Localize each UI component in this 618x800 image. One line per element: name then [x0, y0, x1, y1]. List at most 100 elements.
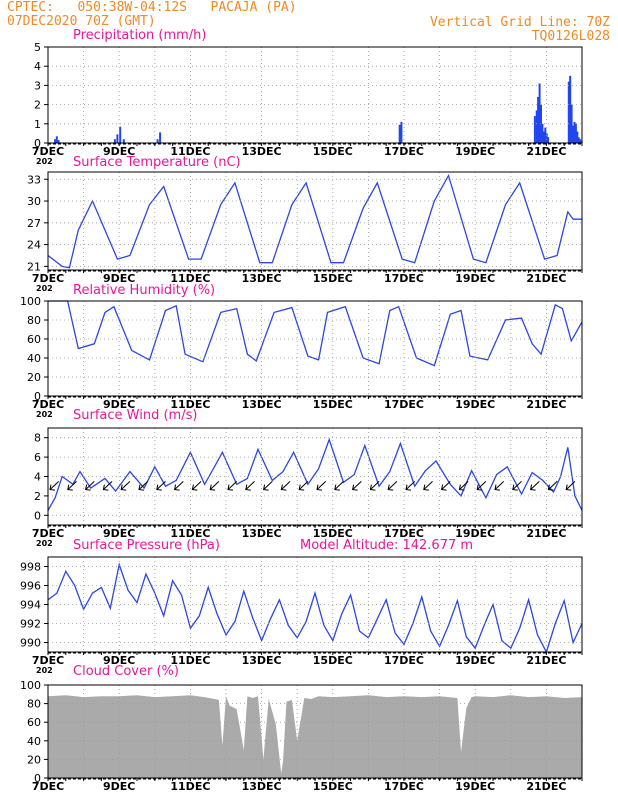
x-axis-year-stub: 202	[36, 157, 53, 166]
precip-bar	[579, 139, 582, 143]
x-tick-label: 21DEC	[526, 780, 566, 793]
precip-bar	[116, 134, 119, 143]
pressure-line	[47, 562, 583, 654]
y-tick-label: 996	[20, 580, 41, 593]
wind-arrow-head	[387, 484, 394, 491]
x-tick-label: 13DEC	[242, 398, 282, 411]
wind-arrow	[281, 481, 291, 490]
wind-arrow-head	[476, 484, 483, 491]
precip-bar	[542, 131, 545, 143]
wind-arrow-head	[512, 484, 518, 491]
x-tick-label: 17DEC	[384, 145, 424, 158]
wind-arrow	[548, 481, 558, 490]
y-tick-label: 80	[27, 314, 41, 327]
precip-bar	[574, 123, 577, 143]
precip-bar	[573, 121, 576, 143]
precip-bar	[547, 137, 550, 143]
x-tick-label: 13DEC	[242, 527, 282, 540]
wind-arrow	[352, 481, 362, 490]
y-tick-label: 60	[27, 333, 41, 346]
x-tick-label: 17DEC	[384, 654, 424, 667]
x-tick-label: 15DEC	[313, 145, 353, 158]
humidity-panel	[44, 300, 583, 399]
y-tick-label: 5	[34, 41, 41, 54]
y-tick-label: 40	[27, 352, 41, 365]
precip-bar	[570, 104, 573, 143]
wind-arrow	[120, 481, 131, 490]
wind-arrow-head	[191, 484, 198, 491]
precip-bar	[569, 75, 572, 143]
y-tick-label: 992	[20, 618, 41, 631]
wind-arrow-head	[530, 484, 536, 491]
panel-subtitle: Model Altitude: 142.677 m	[300, 538, 473, 553]
x-tick-label: 13DEC	[242, 145, 282, 158]
x-tick-label: 13DEC	[242, 654, 282, 667]
x-tick-label: 21DEC	[526, 527, 566, 540]
precip-bar	[113, 139, 116, 143]
x-tick-label: 17DEC	[384, 780, 424, 793]
precip-bar	[541, 123, 544, 143]
wind-arrow-head	[120, 484, 127, 491]
x-tick-label: 15DEC	[313, 780, 353, 793]
x-tick-label: 19DEC	[455, 272, 495, 285]
y-tick-label: 60	[27, 716, 41, 729]
temp-line	[47, 173, 582, 269]
header-right-2: TQ0126L028	[531, 29, 610, 44]
wind-arrow-head	[263, 484, 269, 491]
precip-bar	[400, 121, 403, 143]
y-tick-label: 990	[20, 637, 41, 650]
cloud-cover-area	[48, 695, 582, 778]
temp-panel	[44, 171, 583, 273]
x-tick-label: 19DEC	[455, 398, 495, 411]
wind-arrow	[565, 481, 576, 490]
x-tick-label: 21DEC	[526, 398, 566, 411]
x-tick-label: 7DEC	[32, 398, 64, 411]
x-axis-year-stub: 202	[36, 666, 53, 675]
x-tick-label: 19DEC	[455, 780, 495, 793]
wind-arrow-head	[298, 484, 305, 491]
panel-title: Surface Temperature (nC)	[73, 155, 241, 170]
wind-arrow	[192, 481, 202, 490]
y-tick-label: 1	[34, 118, 41, 131]
wind-arrow-head	[156, 484, 162, 491]
x-tick-label: 19DEC	[455, 145, 495, 158]
precip-panel	[44, 46, 583, 146]
wind-arrow	[512, 481, 522, 490]
x-tick-label: 11DEC	[170, 654, 210, 667]
x-tick-label: 9DEC	[103, 145, 135, 158]
y-tick-label: 27	[27, 217, 41, 230]
x-tick-label: 13DEC	[242, 272, 282, 285]
wind-arrow	[530, 481, 540, 490]
humidity-line	[48, 300, 583, 367]
wind-arrow-head	[67, 484, 73, 491]
wind-arrow	[316, 481, 327, 490]
wind-arrow	[441, 481, 451, 490]
x-axis-year-stub: 202	[36, 539, 53, 548]
x-tick-label: 9DEC	[103, 272, 135, 285]
precip-bar	[533, 116, 536, 143]
y-tick-label: 3	[34, 79, 41, 92]
wind-arrow-head	[369, 484, 376, 491]
wind-arrow-head	[423, 484, 429, 491]
x-tick-label: 19DEC	[455, 527, 495, 540]
y-tick-label: 24	[27, 239, 41, 252]
precip-bar	[572, 125, 574, 143]
y-tick-label: 0	[34, 390, 41, 403]
x-tick-label: 15DEC	[313, 527, 353, 540]
wind-arrow	[49, 481, 60, 490]
wind-arrow-head	[565, 484, 572, 491]
x-tick-label: 11DEC	[170, 145, 210, 158]
precip-bar	[567, 81, 570, 143]
wind-arrow-head	[245, 484, 251, 491]
precip-bar	[577, 137, 580, 143]
x-tick-label: 17DEC	[384, 527, 424, 540]
wind-arrow	[138, 481, 149, 490]
x-tick-label: 11DEC	[170, 272, 210, 285]
x-tick-label: 15DEC	[313, 272, 353, 285]
x-tick-label: 7DEC	[32, 780, 64, 793]
y-tick-label: 30	[27, 195, 41, 208]
wind-arrow-head	[49, 484, 56, 491]
plot-frame	[47, 46, 583, 144]
panel-title: Precipitation (mm/h)	[73, 28, 206, 43]
